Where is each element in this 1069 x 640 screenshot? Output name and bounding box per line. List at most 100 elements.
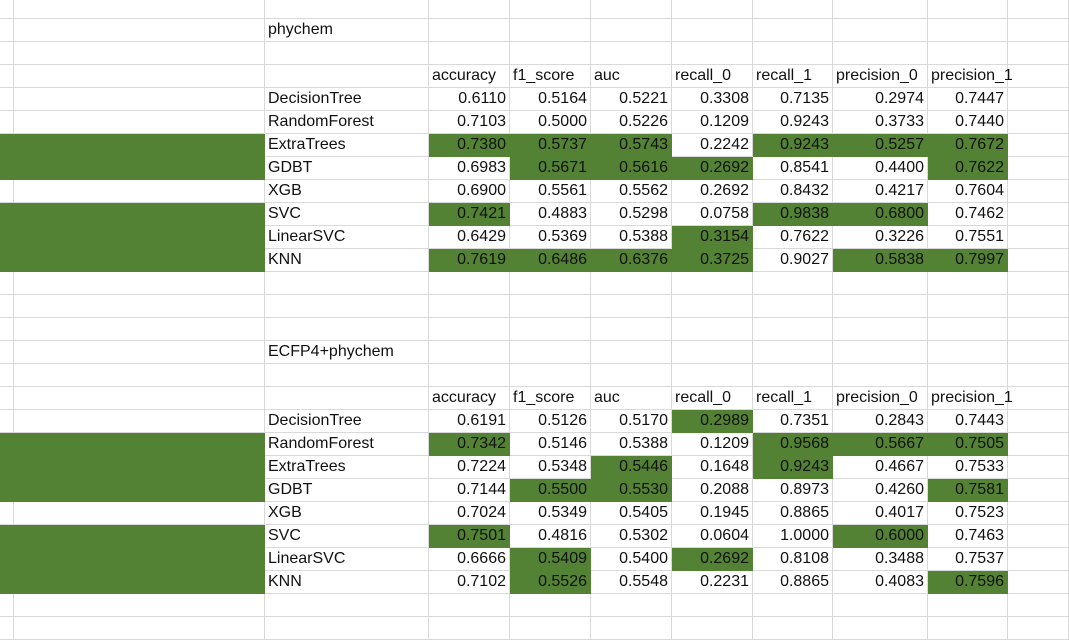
value-cell[interactable]: 0.5409 — [510, 548, 591, 571]
empty-cell[interactable] — [429, 42, 510, 65]
value-cell[interactable]: 0.7144 — [429, 479, 510, 502]
empty-cell[interactable] — [833, 295, 928, 318]
highlight-cell[interactable] — [14, 249, 265, 272]
empty-cell[interactable] — [265, 42, 429, 65]
empty-cell[interactable] — [1008, 617, 1069, 640]
empty-cell[interactable] — [14, 364, 265, 387]
column-header[interactable]: auc — [591, 387, 672, 410]
empty-cell[interactable] — [265, 364, 429, 387]
empty-cell[interactable] — [265, 318, 429, 341]
value-cell[interactable]: 0.7024 — [429, 502, 510, 525]
value-cell[interactable]: 0.7462 — [928, 203, 1008, 226]
highlight-cell[interactable] — [0, 456, 14, 479]
empty-cell[interactable] — [0, 410, 14, 433]
row-label-cell[interactable]: DecisionTree — [265, 410, 429, 433]
empty-cell[interactable] — [833, 594, 928, 617]
empty-cell[interactable] — [672, 341, 753, 364]
empty-cell[interactable] — [928, 594, 1008, 617]
empty-cell[interactable] — [753, 19, 833, 42]
value-cell[interactable]: 0.2692 — [672, 180, 753, 203]
empty-cell[interactable] — [265, 295, 429, 318]
empty-cell[interactable] — [753, 318, 833, 341]
column-header[interactable]: recall_1 — [753, 65, 833, 88]
value-cell[interactable]: 0.3154 — [672, 226, 753, 249]
empty-cell[interactable] — [0, 502, 14, 525]
highlight-cell[interactable] — [14, 548, 265, 571]
value-cell[interactable]: 0.6429 — [429, 226, 510, 249]
value-cell[interactable]: 0.6110 — [429, 88, 510, 111]
empty-cell[interactable] — [14, 387, 265, 410]
highlight-cell[interactable] — [14, 525, 265, 548]
empty-cell[interactable] — [14, 410, 265, 433]
highlight-cell[interactable] — [14, 203, 265, 226]
empty-cell[interactable] — [14, 341, 265, 364]
value-cell[interactable]: 0.6486 — [510, 249, 591, 272]
empty-cell[interactable] — [14, 42, 265, 65]
empty-cell[interactable] — [1008, 203, 1069, 226]
value-cell[interactable]: 0.6666 — [429, 548, 510, 571]
value-cell[interactable]: 0.2692 — [672, 157, 753, 180]
row-label-cell[interactable]: DecisionTree — [265, 88, 429, 111]
value-cell[interactable]: 0.7997 — [928, 249, 1008, 272]
value-cell[interactable]: 0.5743 — [591, 134, 672, 157]
value-cell[interactable]: 1.0000 — [753, 525, 833, 548]
empty-cell[interactable] — [928, 272, 1008, 295]
value-cell[interactable]: 0.4816 — [510, 525, 591, 548]
empty-cell[interactable] — [14, 111, 265, 134]
value-cell[interactable]: 0.5302 — [591, 525, 672, 548]
value-cell[interactable]: 0.5526 — [510, 571, 591, 594]
value-cell[interactable]: 0.7604 — [928, 180, 1008, 203]
empty-cell[interactable] — [753, 341, 833, 364]
empty-cell[interactable] — [833, 318, 928, 341]
value-cell[interactable]: 0.8865 — [753, 502, 833, 525]
highlight-cell[interactable] — [0, 203, 14, 226]
value-cell[interactable]: 0.2989 — [672, 410, 753, 433]
column-header[interactable]: recall_0 — [672, 387, 753, 410]
empty-cell[interactable] — [1008, 456, 1069, 479]
empty-cell[interactable] — [429, 617, 510, 640]
empty-cell[interactable] — [510, 0, 591, 19]
empty-cell[interactable] — [928, 364, 1008, 387]
empty-cell[interactable] — [0, 387, 14, 410]
row-label-cell[interactable]: LinearSVC — [265, 548, 429, 571]
empty-cell[interactable] — [510, 364, 591, 387]
value-cell[interactable]: 0.5164 — [510, 88, 591, 111]
value-cell[interactable]: 0.2242 — [672, 134, 753, 157]
empty-cell[interactable] — [928, 0, 1008, 19]
empty-cell[interactable] — [928, 295, 1008, 318]
value-cell[interactable]: 0.7619 — [429, 249, 510, 272]
value-cell[interactable]: 0.5737 — [510, 134, 591, 157]
empty-cell[interactable] — [265, 617, 429, 640]
empty-cell[interactable] — [753, 364, 833, 387]
row-label-cell[interactable]: RandomForest — [265, 433, 429, 456]
value-cell[interactable]: 0.2843 — [833, 410, 928, 433]
empty-cell[interactable] — [0, 19, 14, 42]
value-cell[interactable]: 0.7102 — [429, 571, 510, 594]
value-cell[interactable]: 0.0758 — [672, 203, 753, 226]
value-cell[interactable]: 0.9027 — [753, 249, 833, 272]
empty-cell[interactable] — [1008, 19, 1069, 42]
value-cell[interactable]: 0.3488 — [833, 548, 928, 571]
value-cell[interactable]: 0.5388 — [591, 226, 672, 249]
empty-cell[interactable] — [1008, 341, 1069, 364]
row-label-cell[interactable]: SVC — [265, 203, 429, 226]
value-cell[interactable]: 0.5405 — [591, 502, 672, 525]
highlight-cell[interactable] — [14, 571, 265, 594]
value-cell[interactable]: 0.5146 — [510, 433, 591, 456]
empty-cell[interactable] — [510, 295, 591, 318]
highlight-cell[interactable] — [14, 433, 265, 456]
empty-cell[interactable] — [1008, 410, 1069, 433]
highlight-cell[interactable] — [0, 433, 14, 456]
empty-cell[interactable] — [14, 617, 265, 640]
empty-cell[interactable] — [1008, 387, 1069, 410]
empty-cell[interactable] — [1008, 134, 1069, 157]
value-cell[interactable]: 0.7351 — [753, 410, 833, 433]
value-cell[interactable]: 0.7533 — [928, 456, 1008, 479]
value-cell[interactable]: 0.7463 — [928, 525, 1008, 548]
value-cell[interactable]: 0.7672 — [928, 134, 1008, 157]
empty-cell[interactable] — [14, 180, 265, 203]
row-label-cell[interactable]: RandomForest — [265, 111, 429, 134]
column-header[interactable]: recall_1 — [753, 387, 833, 410]
empty-cell[interactable] — [833, 364, 928, 387]
value-cell[interactable]: 0.5548 — [591, 571, 672, 594]
